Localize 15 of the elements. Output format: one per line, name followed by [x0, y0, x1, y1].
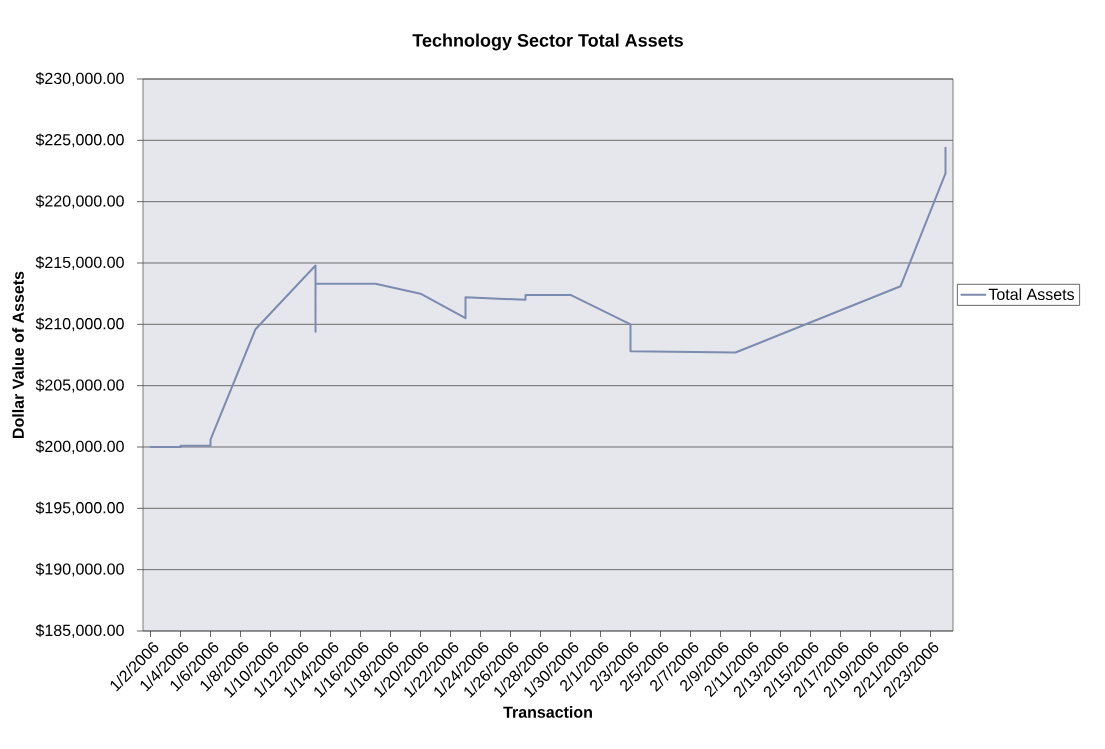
y-tick-label: $225,000.00	[35, 133, 124, 148]
y-tick-label: $205,000.00	[35, 378, 124, 393]
chart-title: Technology Sector Total Assets	[412, 33, 683, 51]
y-tick-label: $200,000.00	[35, 440, 124, 454]
y-tick-label: $195,000.00	[35, 501, 124, 516]
y-tick-label: $190,000.00	[35, 562, 124, 577]
y-tick-label: $215,000.00	[35, 256, 124, 270]
legend-label: Total Assets	[988, 288, 1075, 301]
y-tick-label: $220,000.00	[35, 194, 124, 209]
y-tick-label: $185,000.00	[35, 624, 124, 638]
x-axis-title: Transaction	[503, 706, 592, 718]
y-tick-label: $230,000.00	[35, 72, 124, 86]
y-tick-label: $210,000.00	[35, 317, 124, 332]
y-axis-title: Dollar Value of Assets	[12, 271, 24, 438]
line-series	[149, 146, 947, 448]
